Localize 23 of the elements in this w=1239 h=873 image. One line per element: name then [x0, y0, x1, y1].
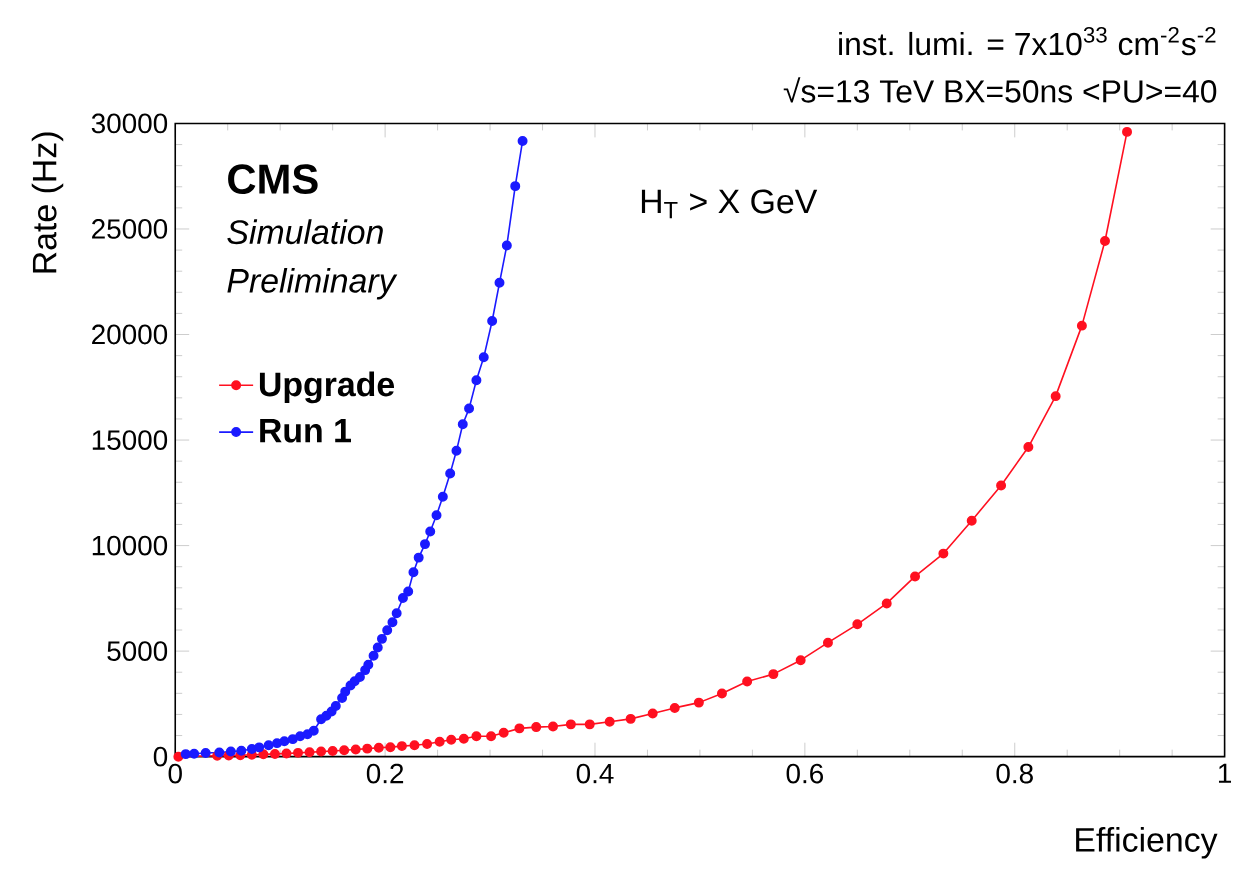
y-tick-label: 0 — [153, 746, 168, 767]
legend-label: Upgrade — [259, 371, 395, 404]
annotation: Simulation — [227, 219, 383, 245]
x-tick-label: 1 — [1218, 763, 1232, 783]
annotation: H$_{T}$ > X GeV — [641, 189, 818, 219]
y-tick-label: 5000 — [107, 641, 168, 661]
x-tick-label: 0.6 — [786, 763, 824, 784]
x-tick-label: 0.8 — [996, 763, 1033, 784]
x-tick-label: 0.2 — [366, 763, 404, 784]
annotation: Preliminary — [227, 267, 398, 300]
y-tick-label: 30000 — [91, 113, 168, 134]
x-tick-label: 0.4 — [576, 763, 614, 784]
y-tick-label: 25000 — [92, 219, 168, 239]
x-axis-title: Efficiency — [1076, 826, 1218, 859]
y-tick-label: 20000 — [92, 324, 168, 345]
y-tick-label: 15000 — [92, 430, 168, 450]
x-tick-label: 0 — [168, 763, 182, 784]
chart-title: inst. lumi. = 7x10$^{33}$ cm$^{-2}$s$^{-2}$ — [839, 26, 1216, 56]
y-tick-label: 10000 — [92, 535, 168, 556]
annotation: CMS — [228, 164, 318, 194]
y-axis-title: Rate (Hz) — [31, 132, 64, 273]
chart-subtitle: √s=13 TeV BX=50ns <PU>=40 — [783, 77, 1217, 103]
legend-label: Run 1 — [260, 418, 351, 443]
